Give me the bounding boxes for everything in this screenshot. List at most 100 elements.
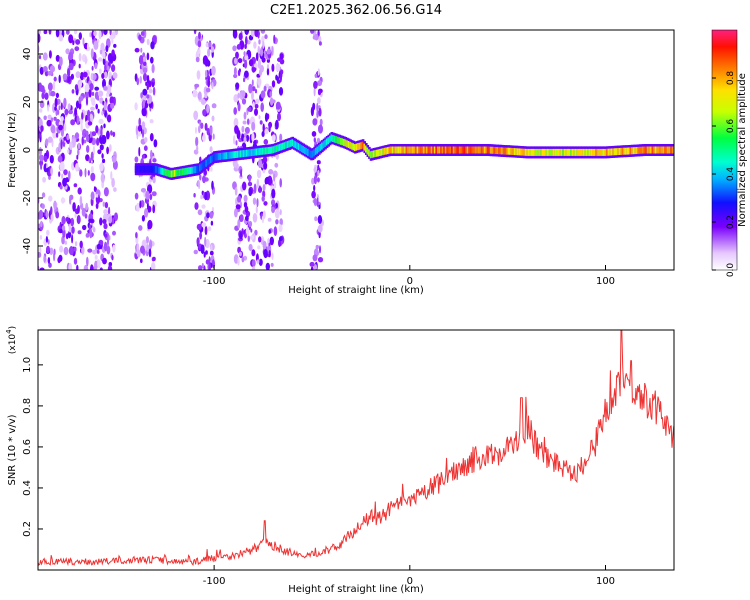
spectrogram-ridge-cell	[621, 147, 625, 155]
spectrogram-noise-cell	[112, 244, 116, 253]
spectrogram-noise-cell	[78, 52, 82, 62]
spectrogram-ridge-cell	[435, 146, 438, 154]
spectrogram-noise-cell	[99, 267, 103, 270]
spectrogram-noise-cell	[97, 259, 101, 269]
spectrogram-noise-cell	[44, 92, 49, 100]
spectrogram-noise-cell	[150, 41, 155, 50]
spectrogram-noise-cell	[89, 83, 94, 91]
spectrogram-noise-cell	[276, 76, 280, 81]
spectrogram-ridge-cell	[293, 140, 296, 148]
spectrogram-noise-cell	[207, 226, 212, 232]
snr-y-tick-label: 0.8	[22, 398, 33, 414]
spectrogram-noise-cell	[91, 91, 95, 96]
spectrogram-noise-cell	[196, 237, 200, 246]
spectrogram-noise-cell	[90, 264, 94, 270]
spectrogram-ridge-cell	[628, 147, 631, 155]
spectrogram-noise-cell	[312, 254, 318, 262]
spectrogram-ridge-cell	[172, 170, 175, 178]
spectrogram-noise-cell	[263, 139, 269, 145]
spectrogram-ridge-cell	[548, 148, 551, 156]
spectrogram-noise-cell	[108, 71, 112, 81]
spectrogram-noise-cell	[67, 68, 71, 78]
spectrogram-ridge-cell	[584, 148, 587, 156]
spectrogram-noise-cell	[262, 240, 267, 250]
spectrogram-ridge-cell	[535, 148, 539, 156]
spectrogram-noise-cell	[98, 118, 104, 125]
spectrogram-noise-cell	[41, 92, 45, 100]
spectrogram-noise-cell	[100, 127, 103, 138]
spectrogram-noise-cell	[253, 41, 257, 49]
spectrogram-noise-cell	[60, 102, 63, 110]
spectrogram-noise-cell	[55, 54, 60, 62]
spectrogram-ridge-cell	[413, 146, 417, 154]
spectrogram-ridge-cell	[144, 165, 147, 173]
spectrogram-noise-cell	[237, 92, 240, 99]
colorbar-gradient	[711, 29, 738, 271]
spectrogram-ridge-cell	[310, 150, 313, 158]
spectrogram-ridge-cell	[443, 146, 446, 154]
spectrogram-noise-cell	[317, 215, 323, 224]
spectrogram-noise-cell	[140, 258, 143, 264]
spectrogram-ridge-cell	[303, 147, 307, 154]
spectrogram-noise-cell	[245, 35, 248, 46]
spectrogram-noise-cell	[52, 103, 56, 113]
spectrogram-ridge-cell	[380, 148, 384, 156]
spectrogram-noise-cell	[208, 41, 212, 48]
spectrogram-ridge-cell	[521, 148, 525, 156]
spectrogram-noise-cell	[102, 57, 106, 66]
spectrogram-noise-cell	[69, 195, 72, 205]
spectrogram-noise-cell	[278, 87, 284, 96]
spectrogram-ridge-cell	[343, 138, 346, 146]
spectrogram-noise-cell	[68, 62, 74, 71]
colorbar-tick-label: 0.2	[726, 215, 736, 229]
spectrogram-noise-cell	[90, 191, 95, 201]
spectrogram-noise-cell	[151, 262, 156, 270]
spectrogram-noise-cell	[245, 226, 250, 237]
spectrogram-noise-cell	[237, 102, 241, 112]
spectrogram-noise-cell	[204, 122, 208, 131]
spectrogram-noise-cell	[152, 86, 156, 96]
spectrogram-noise-cell	[76, 214, 81, 225]
spectrogram-noise-cell	[55, 92, 60, 99]
spectrogram-noise-cell	[103, 209, 108, 215]
spectrogram-ridge-cell	[657, 146, 661, 154]
spectrogram-noise-cell	[53, 200, 57, 210]
spectrogram-noise-cell	[143, 61, 147, 66]
spectrogram-ridge-cell	[576, 148, 579, 156]
spectrogram-ridge-cell	[329, 135, 332, 143]
spectrogram-noise-cell	[70, 217, 75, 227]
spectrogram-noise-cell	[107, 265, 113, 270]
spectrogram-noise-cell	[211, 103, 217, 109]
spectrogram-noise-cell	[47, 114, 52, 120]
spectrogram-x-ticks: -100 0 100	[203, 265, 615, 287]
spectrogram-ridge-cell	[491, 146, 495, 154]
spectrogram-noise-cell	[141, 154, 145, 159]
spectrogram-noise-cell	[93, 186, 96, 191]
spectrogram-noise-cell	[55, 132, 59, 138]
spectrogram-ridge-cell	[203, 160, 207, 168]
spectrogram-ridge-cell	[186, 167, 190, 175]
spectrogram-ridge-cell	[421, 146, 424, 154]
spectrogram-noise-cell	[243, 111, 247, 120]
spectrogram-noise-cell	[252, 197, 257, 205]
spectrogram-noise-cell	[234, 187, 238, 196]
spectrogram-noise-cell	[73, 30, 78, 35]
spectrogram-noise-cell	[192, 89, 198, 98]
spectrogram-noise-cell	[313, 175, 317, 185]
spectrogram-noise-cell	[204, 225, 208, 236]
spectrogram-noise-cell	[86, 43, 90, 51]
spectrogram-ridge-cell	[300, 145, 304, 153]
spectrogram-noise-cell	[208, 262, 211, 270]
spectrogram-ridge-cell	[585, 148, 589, 156]
spectrogram-ridge-cell	[474, 146, 478, 154]
spectrogram-ridge-cell	[545, 148, 548, 156]
spectrogram-noise-cell	[86, 134, 90, 142]
spectrogram-noise-cell	[146, 52, 150, 61]
spectrogram-ridge-cell	[448, 146, 451, 154]
spectrogram-noise-cell	[99, 134, 104, 145]
spectrogram-noise-cell	[265, 262, 270, 270]
spectrogram-ridge-cell	[386, 147, 390, 155]
spectrogram-noise-cell	[248, 83, 253, 94]
spectrogram-noise-cell	[207, 48, 211, 57]
spectrogram-noise-cell	[251, 121, 256, 131]
